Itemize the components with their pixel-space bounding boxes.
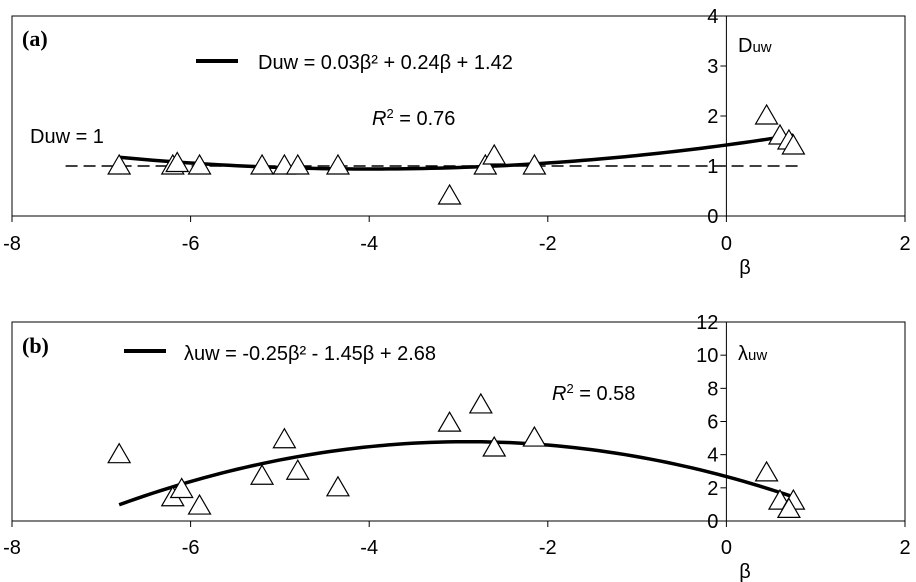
panel-a-ref-label: Duw = 1 (30, 126, 104, 148)
panel-a-y-tick-label: 3 (707, 56, 718, 78)
panel-a-fit-curve (118, 133, 794, 171)
panel-b-data-point (187, 493, 212, 515)
panel-a-x-tick-label: -4 (360, 233, 378, 255)
panel-a-x-tick-label: -6 (182, 233, 200, 255)
panel-a-data-point (249, 153, 275, 175)
panel-a-x-tick-label: 0 (721, 233, 732, 255)
panel-b-x-tick-label: -4 (360, 537, 378, 559)
panel-a-data-point (165, 151, 190, 173)
panel-a-y-tick-label: 2 (707, 106, 718, 128)
panel-b-label: (b) (22, 333, 49, 358)
panel-a-data-point (437, 183, 462, 205)
panel-a-ylabel-main: D (738, 35, 752, 57)
panel-b-ylabel-main: λ (738, 343, 748, 365)
panel-a-r2: R2 = 0.76 (372, 106, 455, 131)
panel-a-frame (11, 15, 906, 217)
panel-a-x-tick-label: 2 (899, 233, 910, 255)
panel-a-x-tick-label: -2 (539, 233, 557, 255)
panel-b-y-tick-label: 12 (696, 312, 718, 334)
panel-a-ylabel: Duw (738, 35, 772, 57)
panel-b-frame (11, 321, 906, 522)
panel-a-data-point (781, 133, 806, 155)
panel-b-y-tick-label: 10 (696, 345, 718, 367)
panel-b-r2-exponent: 2 (566, 381, 573, 396)
panel-b-equation: λuw = -0.25β² - 1.45β + 2.68 (184, 343, 436, 365)
panel-b-x-tick-label: -2 (539, 537, 557, 559)
panel-b-data-point (285, 459, 310, 480)
panel-b-data-point (437, 410, 462, 432)
panel-b-fit-curve (118, 439, 794, 507)
panel-b-data-point (754, 460, 779, 482)
panel-a-data-point (325, 153, 350, 175)
panel-a-y-tick-label: 0 (707, 206, 718, 228)
panel-a-data-point (107, 153, 132, 175)
panel-b-data-point (776, 497, 801, 518)
panel-a-label: (a) (22, 26, 48, 51)
panel-b-xlabel: β (739, 561, 751, 582)
panel-b-data-point (325, 475, 350, 497)
panel-b: (b) λuw = -0.25β² - 1.45β + 2.68 R2 = 0.… (3, 312, 910, 582)
panel-b-data-point (169, 477, 194, 499)
panel-a-r2-symbol: R (372, 108, 386, 130)
panel-a-data-point (754, 103, 779, 125)
panel-b-x-tick-label: 0 (721, 537, 732, 559)
panel-b-data-point (249, 464, 275, 485)
panel-a-x-tick-label: -8 (3, 233, 21, 255)
panel-a-data-point (187, 153, 212, 175)
panel-a: (a) Duw = 0.03β² + 0.24β + 1.42 R2 = 0.7… (3, 6, 910, 279)
panel-b-r2-value: = 0.58 (574, 383, 636, 405)
panel-b-y-tick-label: 0 (707, 511, 718, 533)
panel-b-y-tick-label: 6 (707, 412, 718, 434)
panel-a-r2-value: = 0.76 (394, 108, 456, 130)
panel-a-data-point (522, 153, 547, 175)
panel-b-data-point (272, 427, 297, 449)
panel-b-y-tick-label: 2 (707, 478, 718, 500)
panel-b-r2: R2 = 0.58 (552, 381, 635, 406)
panel-b-x-tick-label: -8 (3, 537, 21, 559)
panel-a-y-tick-label: 4 (707, 6, 718, 28)
panel-b-r2-symbol: R (552, 383, 566, 405)
panel-a-equation: Duw = 0.03β² + 0.24β + 1.42 (258, 52, 513, 74)
panel-b-x-tick-label: -6 (182, 537, 200, 559)
panel-b-data-point (482, 435, 507, 457)
panel-b-data-point (522, 425, 547, 447)
panel-b-data-point (107, 442, 132, 464)
panel-a-ylabel-sub: uw (752, 39, 771, 56)
panel-b-x-tick-label: 2 (899, 537, 910, 559)
panel-a-r2-exponent: 2 (386, 106, 393, 121)
panel-b-y-tick-label: 4 (707, 445, 718, 467)
panel-b-ylabel: λuw (738, 343, 767, 365)
panel-a-data-point (285, 153, 310, 175)
panel-a-xlabel: β (739, 257, 751, 279)
panel-b-ylabel-sub: uw (748, 347, 767, 364)
panel-a-y-tick-label: 1 (707, 156, 718, 178)
panel-b-data-point (468, 392, 493, 414)
panel-a-data-point (482, 143, 507, 165)
panel-b-y-tick-label: 8 (707, 378, 718, 400)
